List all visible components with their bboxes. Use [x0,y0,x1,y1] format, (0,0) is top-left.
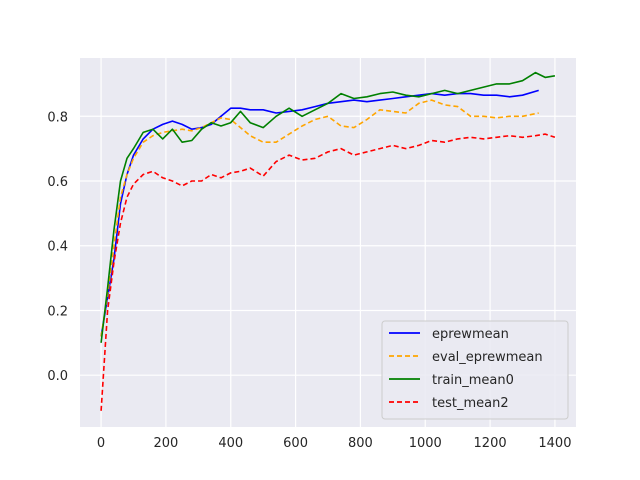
legend-label: train_mean0 [432,373,514,388]
y-tick-label: 0.0 [47,369,68,384]
tick-labels: 0 200 400 600 800 1000 1200 1400 0.0 0.2 0.4 0.6 0.8 [47,110,571,451]
legend-label: eval_eprewmean [432,350,543,365]
y-tick-label: 0.4 [47,240,68,255]
legend-label: eprewmean [432,327,509,342]
y-tick-label: 0.8 [47,110,68,125]
legend-label: test_mean2 [432,396,509,411]
grid [80,58,576,427]
x-tick-label: 1400 [538,436,571,451]
x-tick-label: 200 [153,436,178,451]
x-tick-label: 600 [283,436,308,451]
y-tick-label: 0.6 [47,175,68,190]
series-line-test-mean2 [100,133,556,411]
series-line-eval-eprewmean [100,99,539,337]
x-tick-label: 800 [348,436,373,451]
series-line-train-mean0 [100,71,556,343]
x-tick-label: 400 [218,436,243,451]
legend-box [381,320,569,420]
x-tick-label: 1200 [474,436,507,451]
x-tick-label: 1000 [409,436,442,451]
series-lines [100,71,556,411]
y-tick-label: 0.2 [47,304,68,319]
x-tick-label: 0 [97,436,105,451]
legend: eprewmean eval_eprewmean train_mean0 test_m… [381,320,569,420]
